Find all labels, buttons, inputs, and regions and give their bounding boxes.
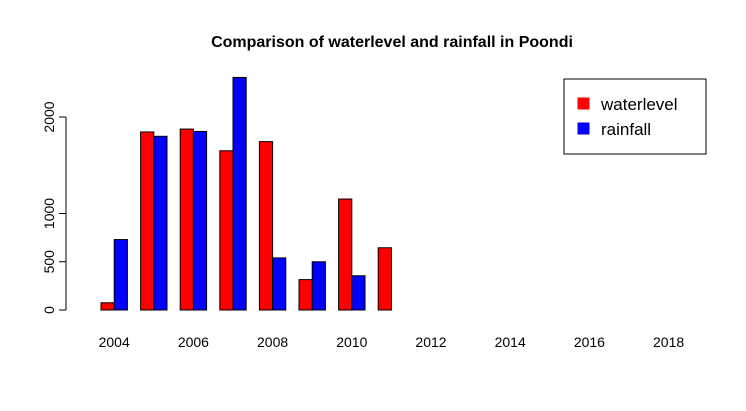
x-axis-labels: 2004 2006 2008 2010 2012 2014 2016 2018 [99,334,685,350]
bar-rainfall-2010 [351,275,366,311]
y-tick-label: 0 [41,306,57,314]
bar-waterlevel-2010 [338,198,353,311]
chart-title: Comparison of waterlevel and rainfall in… [211,34,573,51]
x-tick-label: 2006 [178,334,209,350]
legend-box [563,78,707,155]
bar-rainfall-2009 [311,261,326,311]
x-tick-label: 2014 [495,334,526,350]
bar-rainfall-2006 [192,130,208,311]
bar-waterlevel-2005 [140,131,155,311]
bar-rainfall-2004 [113,239,128,311]
bar-waterlevel-2004 [100,302,115,311]
bar-waterlevel-2008 [258,141,274,311]
legend: waterlevel rainfall [563,78,707,155]
bar-waterlevel-2009 [298,279,313,311]
x-tick-label: 2016 [574,334,605,350]
x-tick-label: 2008 [257,334,288,350]
bar-waterlevel-2006 [179,128,194,311]
bars [100,76,392,311]
bar-rainfall-2008 [272,257,287,311]
y-tick-label: 500 [41,250,57,274]
bar-rainfall-2007 [232,76,247,311]
x-tick-label: 2010 [336,334,367,350]
bar-waterlevel-2011 [377,247,392,311]
x-tick-label: 2018 [653,334,684,350]
legend-swatch-waterlevel [577,97,590,110]
bar-waterlevel-2007 [219,150,234,311]
legend-swatch-rainfall [577,122,590,135]
legend-label-waterlevel: waterlevel [600,95,678,114]
y-tick-label: 1000 [41,198,57,229]
y-tick-label: 2000 [41,101,57,132]
legend-label-rainfall: rainfall [601,120,651,139]
bar-rainfall-2005 [153,135,168,311]
x-tick-label: 2012 [415,334,446,350]
x-tick-label: 2004 [99,334,130,350]
y-axis: 0 500 1000 2000 [41,101,67,314]
